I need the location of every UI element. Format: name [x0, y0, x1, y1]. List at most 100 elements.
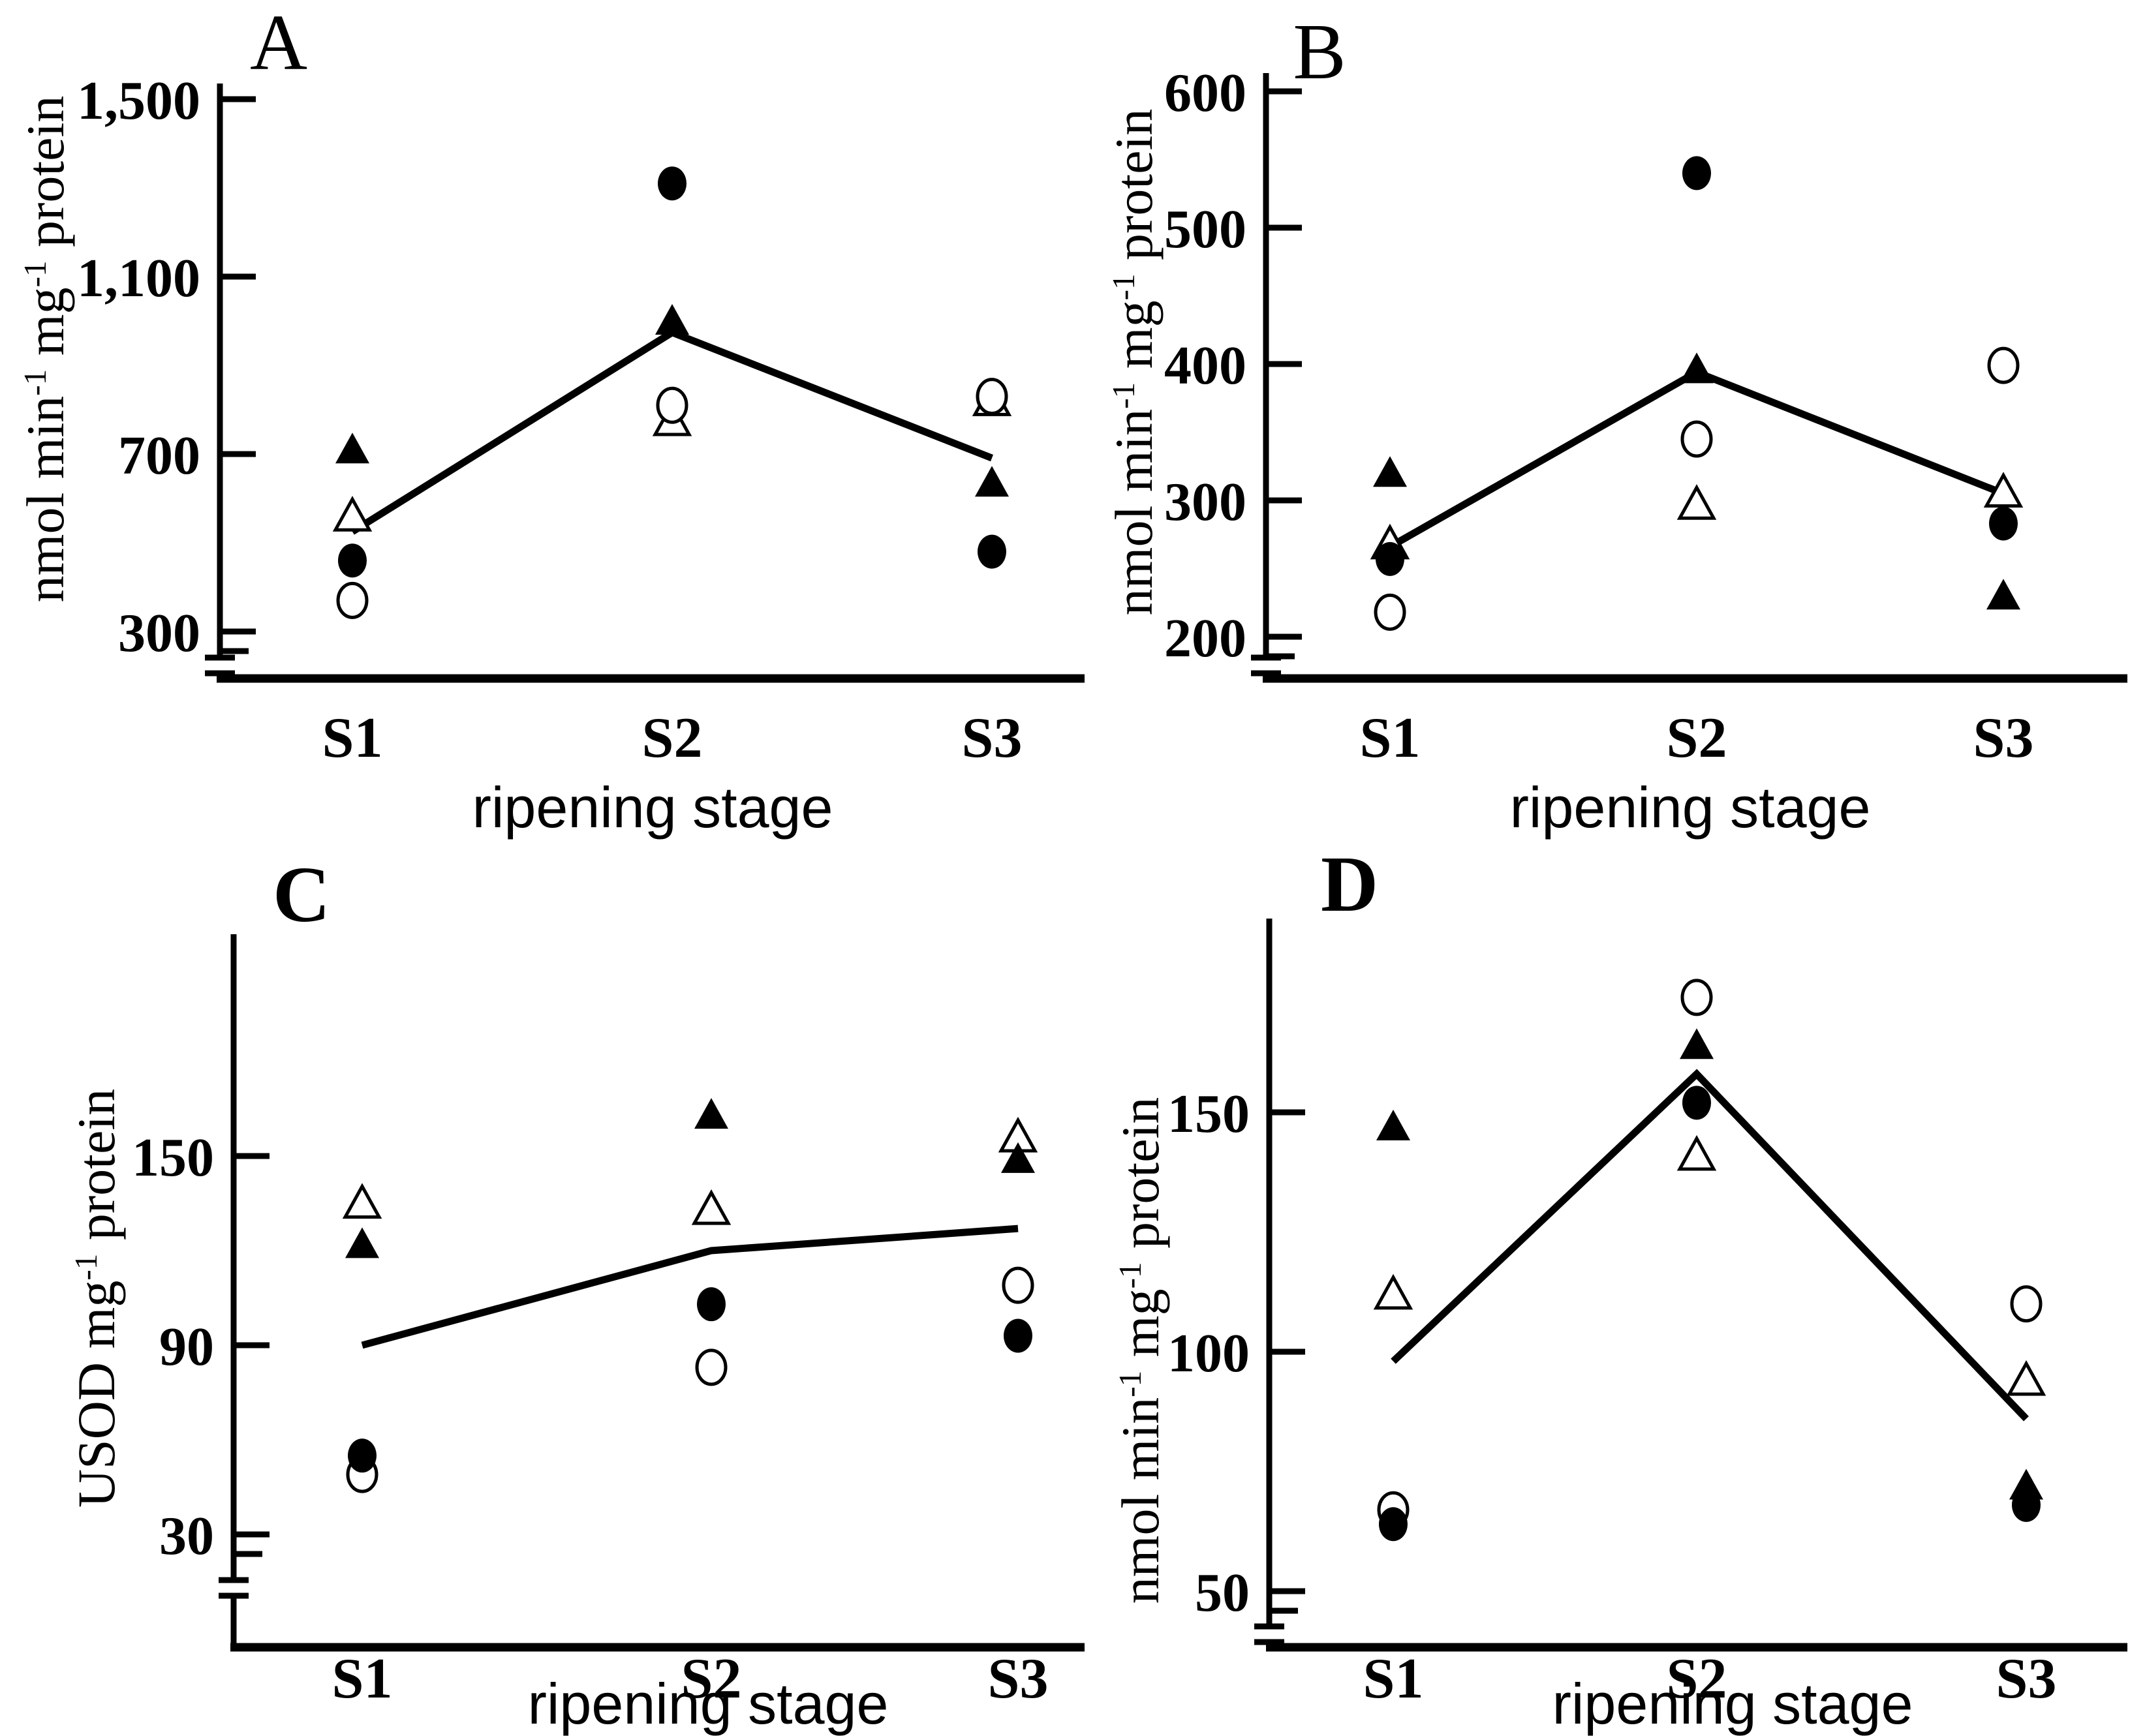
- marker-filled-circle: [1682, 1086, 1711, 1120]
- x-axis-label-d: ripening stage: [1552, 1671, 1913, 1736]
- marker-filled-circle: [658, 166, 687, 201]
- y-tick-label: 90: [159, 1317, 214, 1377]
- superscript-exponent: -1: [1105, 273, 1141, 301]
- marker-open-circle: [2010, 1285, 2043, 1323]
- marker-filled-circle: [1989, 506, 2018, 541]
- y-axis-label-a: nmol min-1 mg-1 protein: [16, 95, 76, 603]
- marker-open-triangle: [332, 496, 373, 532]
- marker-open-circle: [1680, 979, 1713, 1016]
- x-axis-label-b: ripening stage: [1509, 775, 1871, 840]
- y-axis-label-text: mg: [1104, 300, 1164, 382]
- x-category-label: S2: [1667, 1647, 1727, 1711]
- marker-filled-triangle: [1376, 1110, 1410, 1141]
- marker-filled-circle: [338, 543, 367, 578]
- marker-open-circle: [695, 1348, 728, 1386]
- marker-open-triangle: [2006, 1360, 2046, 1396]
- marker-open-triangle: [1676, 1134, 1717, 1171]
- marker-filled-circle: [697, 1287, 726, 1322]
- panel-letter-a: A: [249, 0, 308, 87]
- marker-open-triangle: [1983, 472, 2024, 508]
- mean-line: [361, 1225, 1019, 1349]
- y-axis-label-text: protein: [1111, 1097, 1171, 1262]
- y-tick-label: 150: [1167, 1084, 1250, 1144]
- marker-filled-circle: [1682, 156, 1711, 190]
- superscript-exponent: -1: [1111, 1262, 1148, 1289]
- x-category-label: S3: [962, 707, 1023, 770]
- marker-filled-triangle: [694, 1098, 728, 1129]
- marker-open-triangle: [691, 1189, 732, 1225]
- y-tick-label: 600: [1164, 63, 1246, 123]
- y-axis-label-text: protein: [67, 1088, 127, 1254]
- marker-open-circle: [1002, 1266, 1034, 1304]
- y-tick-label: 300: [1164, 472, 1246, 532]
- marker-open-triangle: [1373, 1273, 1413, 1310]
- marker-filled-triangle: [655, 304, 689, 335]
- superscript-exponent: -1: [67, 1253, 104, 1281]
- y-tick-label: 30: [159, 1506, 214, 1566]
- y-tick-label: 400: [1164, 335, 1246, 396]
- y-axis-label-d: nmol min-1 mg-1 protein: [1111, 1097, 1171, 1604]
- y-axis-label-b: nmol min-1 mg-1 protein: [1104, 108, 1164, 616]
- y-tick-label: 300: [118, 603, 200, 663]
- marker-open-triangle: [342, 1183, 382, 1219]
- superscript-exponent: -1: [16, 260, 53, 288]
- marker-filled-circle: [1379, 1507, 1408, 1542]
- panel-letter-c: C: [272, 851, 331, 939]
- marker-filled-triangle: [1001, 1142, 1035, 1173]
- y-tick-label: 150: [132, 1127, 214, 1188]
- panel-letter-d: D: [1320, 840, 1379, 928]
- marker-open-circle: [1374, 593, 1406, 631]
- y-tick-label: 500: [1164, 199, 1246, 260]
- marker-filled-triangle: [1680, 1028, 1714, 1059]
- marker-filled-triangle: [975, 466, 1009, 497]
- marker-filled-circle: [348, 1439, 377, 1473]
- superscript-exponent: -1: [1105, 382, 1141, 409]
- mean-line: [1391, 1069, 2029, 1422]
- y-tick-label: 50: [1195, 1562, 1250, 1623]
- marker-filled-triangle: [1373, 456, 1407, 487]
- marker-open-circle: [976, 378, 1008, 416]
- x-category-label: S1: [322, 707, 383, 770]
- panel-letter-b: B: [1293, 8, 1346, 96]
- marker-filled-triangle: [335, 433, 369, 464]
- y-axis-label-c: USOD mg-1 protein: [67, 1088, 127, 1508]
- x-category-label: S2: [642, 707, 703, 770]
- marker-open-circle: [1987, 346, 2020, 384]
- marker-filled-triangle: [1680, 352, 1714, 384]
- marker-filled-circle: [2012, 1487, 2041, 1522]
- x-category-label: S1: [1360, 707, 1421, 770]
- marker-filled-circle: [978, 534, 1006, 569]
- x-category-label: S1: [332, 1647, 393, 1711]
- x-category-label: S2: [681, 1647, 742, 1711]
- x-axis-label-a: ripening stage: [472, 775, 833, 840]
- x-category-label: S3: [1996, 1647, 2057, 1711]
- y-axis-label-text: nmol min: [1111, 1397, 1171, 1604]
- y-tick-label: 1,500: [77, 70, 200, 131]
- x-category-label: S2: [1667, 707, 1727, 770]
- y-tick-label: 700: [118, 425, 200, 486]
- marker-filled-triangle: [1986, 579, 2020, 610]
- mean-line: [1388, 368, 2005, 550]
- y-tick-label: 100: [1167, 1323, 1250, 1384]
- y-tick-label: 200: [1164, 608, 1246, 669]
- x-category-label: S1: [1363, 1647, 1424, 1711]
- x-axis-label-c: ripening stage: [527, 1671, 889, 1736]
- y-axis-label-text: mg: [16, 287, 76, 369]
- marker-open-circle: [1680, 420, 1713, 458]
- x-category-label: S3: [988, 1647, 1049, 1711]
- marker-open-triangle: [1676, 484, 1717, 520]
- superscript-exponent: -1: [16, 369, 53, 396]
- y-axis-label-text: nmol min: [16, 395, 76, 603]
- marker-open-circle: [656, 386, 688, 424]
- y-axis-label-text: protein: [16, 95, 76, 261]
- y-axis-label-text: USOD mg: [67, 1280, 127, 1508]
- marker-filled-triangle: [345, 1227, 379, 1258]
- x-category-label: S3: [1973, 707, 2034, 770]
- marker-open-circle: [336, 581, 369, 619]
- marker-filled-circle: [1004, 1318, 1032, 1353]
- y-axis-label-text: protein: [1104, 108, 1164, 274]
- y-tick-label: 1,100: [77, 248, 200, 309]
- superscript-exponent: -1: [1111, 1370, 1148, 1397]
